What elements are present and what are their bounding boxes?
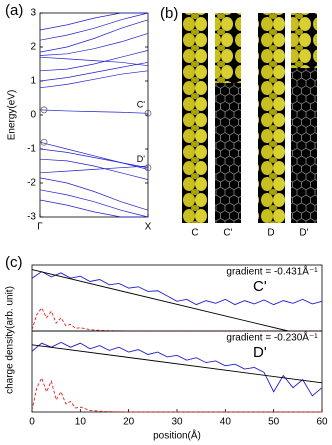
data-line	[31, 307, 322, 332]
state-marker	[40, 138, 48, 146]
gradient-label: gradient = -0.431Å⁻¹	[226, 265, 318, 278]
data-line	[39, 177, 149, 211]
image-label: C'	[223, 228, 232, 239]
x-axis-label: position(Å)	[153, 429, 201, 442]
y-axis-label: Energy(eV)	[7, 90, 18, 141]
y-tick-label: 2	[30, 42, 36, 53]
data-line	[39, 12, 149, 41]
density-image	[258, 13, 285, 223]
data-line	[39, 50, 149, 72]
curve-label: D'	[253, 344, 267, 361]
density-image	[291, 13, 317, 68]
image-label: D	[267, 228, 274, 239]
data-line	[39, 19, 149, 53]
data-line	[31, 269, 289, 332]
state-marker	[144, 109, 152, 117]
image-panel: (b) C C' D D'	[160, 5, 317, 239]
data-line	[39, 189, 149, 218]
image-label: D'	[299, 228, 308, 239]
x-tick-label: 10	[75, 417, 87, 428]
data-line	[39, 141, 149, 169]
x-tick-label: Γ	[37, 222, 43, 233]
data-line	[39, 70, 149, 89]
y-axis-label: charge density(arb. unit)	[5, 286, 16, 394]
y-tick-label: 3	[30, 8, 36, 19]
y-tick-label: 0	[30, 110, 36, 121]
density-image	[182, 13, 208, 223]
data-line	[31, 271, 323, 306]
data-line	[39, 165, 149, 174]
data-line	[39, 33, 149, 56]
y-tick-label: -3	[27, 212, 36, 223]
state-label: D'	[137, 154, 145, 164]
x-tick-label: X	[145, 222, 152, 233]
state-label: C'	[137, 100, 145, 110]
panel-label: (b)	[160, 5, 178, 22]
panel-label: (c)	[5, 254, 23, 271]
plot-frame	[39, 12, 149, 218]
curve-label: C'	[253, 278, 267, 295]
panel-label: (a)	[5, 2, 23, 19]
image-label: C	[191, 228, 198, 239]
data-line	[39, 109, 149, 114]
data-line	[31, 341, 323, 397]
data-line	[39, 61, 149, 82]
density-image	[215, 13, 241, 83]
x-tick-label: 40	[220, 417, 232, 428]
data-line	[39, 12, 148, 31]
data-line	[31, 376, 322, 413]
x-tick-label: 0	[29, 417, 35, 428]
state-marker	[144, 164, 152, 172]
data-line	[39, 56, 149, 67]
data-line	[39, 199, 148, 218]
x-tick-label: 20	[123, 417, 135, 428]
data-line	[31, 344, 323, 384]
data-line	[39, 158, 149, 180]
y-tick-label: -1	[27, 144, 36, 155]
gradient-label: gradient = -0.230Å⁻¹	[226, 331, 318, 344]
x-tick-label: 60	[316, 417, 328, 428]
data-line	[39, 148, 149, 170]
x-tick-label: 50	[268, 417, 280, 428]
state-marker	[40, 106, 48, 114]
x-tick-label: 30	[171, 417, 183, 428]
y-tick-label: 1	[30, 76, 36, 87]
y-tick-label: -2	[27, 178, 36, 189]
